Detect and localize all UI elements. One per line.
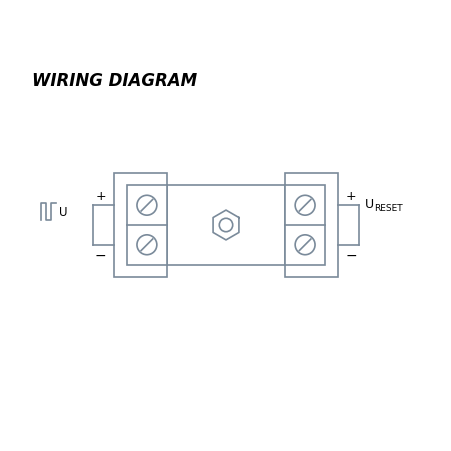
Text: U: U [364,198,373,211]
Bar [126,186,167,265]
Circle shape [219,219,232,232]
Text: +: + [345,189,356,202]
Text: −: − [95,248,106,262]
Bar [284,186,325,265]
Bar [167,186,284,265]
Text: WIRING DIAGRAM: WIRING DIAGRAM [32,72,196,90]
Text: +: + [95,189,106,202]
Circle shape [295,196,314,216]
Text: RESET: RESET [373,203,402,212]
Circle shape [137,235,156,255]
Bar [284,174,337,278]
Text: −: − [345,248,356,262]
Circle shape [295,235,314,255]
Circle shape [137,196,156,216]
Bar [114,174,167,278]
Text: U: U [59,206,68,219]
